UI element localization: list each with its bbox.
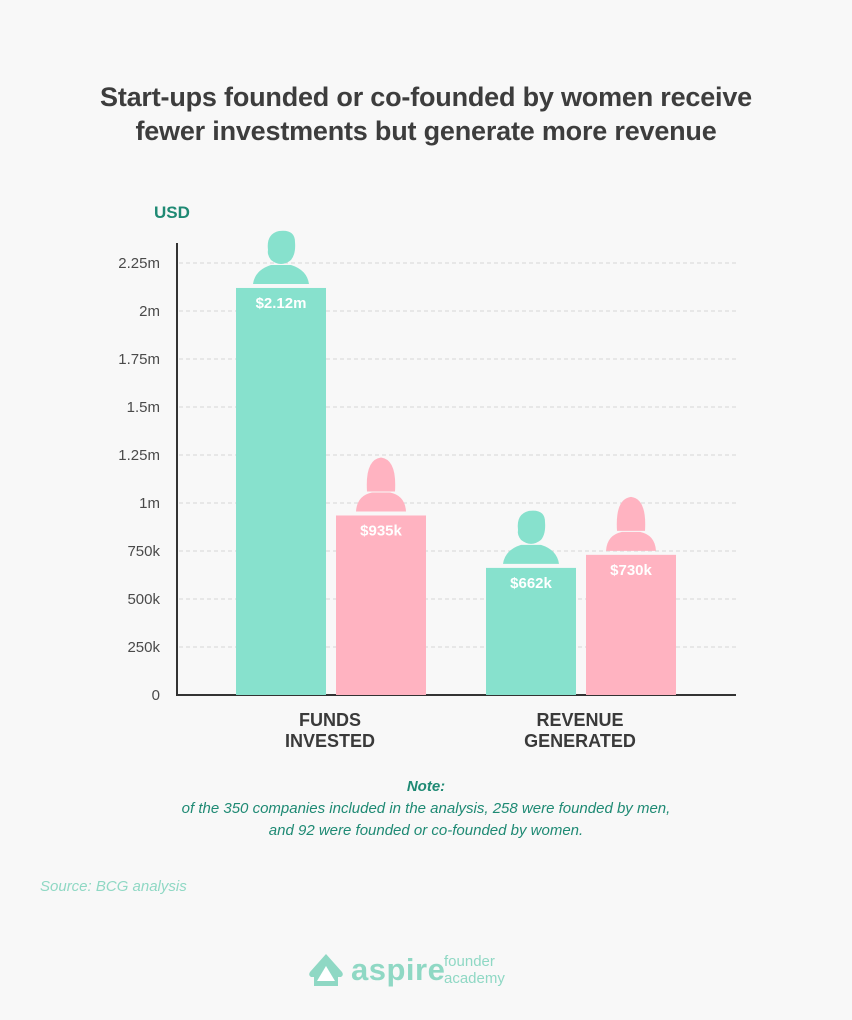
y-tick-label: 1.5m [127, 399, 160, 416]
y-tick-label: 1.25m [118, 447, 160, 464]
y-tick-label: 500k [127, 591, 160, 608]
logo-wordmark: aspire [351, 952, 446, 987]
y-axis-unit-label: USD [154, 203, 190, 222]
category-label-line-2: GENERATED [524, 731, 636, 751]
note-title: Note: [406, 778, 446, 795]
logo-subtitle-line-1: founder [444, 953, 495, 970]
chart-title-line-2: fewer investments but generate more reve… [135, 116, 717, 146]
category-label-funds-invested: FUNDS INVESTED [230, 710, 430, 752]
y-tick-label: 1m [139, 495, 160, 512]
category-label-revenue-generated: REVENUE GENERATED [480, 710, 680, 752]
category-label-line-1: REVENUE [536, 710, 624, 730]
man-icon [503, 510, 559, 564]
chart-title: Start-ups founded or co-founded by women… [0, 80, 852, 148]
source-text: Source: BCG analysis [40, 878, 187, 895]
chart-title-line-1: Start-ups founded or co-founded by women… [100, 82, 752, 112]
bar-value-label: $2.12m [256, 295, 307, 312]
bar-chart: 0 250k 500k 750k 1m 1.25m 1.5m 1.75m 2m 2.25m $2.1… [118, 230, 736, 704]
logo-subtitle-line-2: academy [444, 970, 505, 987]
bar-value-label: $662k [510, 575, 552, 592]
y-tick-label: 2m [139, 303, 160, 320]
man-icon [253, 230, 309, 284]
y-tick-label: 0 [152, 687, 160, 704]
woman-icon [356, 457, 406, 512]
y-tick-label: 750k [127, 543, 160, 560]
y-tick-label: 250k [127, 639, 160, 656]
note-line-2: and 92 were founded or co-founded by wom… [268, 822, 584, 839]
bar-men [236, 287, 326, 695]
bar-men [486, 567, 576, 695]
logo-mark-icon [309, 954, 343, 986]
y-tick-label: 1.75m [118, 351, 160, 368]
y-tick-label: 2.25m [118, 255, 160, 272]
bar-women [336, 515, 426, 695]
bar-value-label: $730k [610, 562, 652, 579]
category-label-line-2: INVESTED [284, 731, 376, 751]
bar-women [586, 554, 676, 695]
note: Note: of the 350 companies included in t… [0, 776, 852, 842]
category-label-line-1: FUNDS [299, 710, 361, 730]
bar-value-label: $935k [360, 522, 402, 539]
note-line-1: of the 350 companies included in the ana… [181, 800, 671, 817]
woman-icon [606, 496, 656, 551]
logo-subtitle: founder academy [444, 953, 534, 987]
